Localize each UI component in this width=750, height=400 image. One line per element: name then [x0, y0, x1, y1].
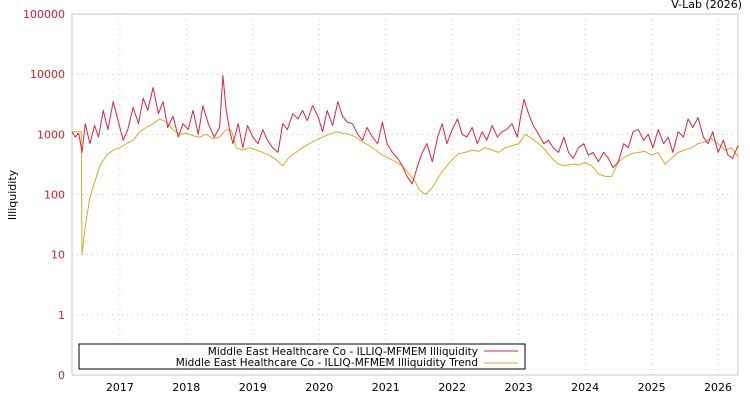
- illiquidity-series-line: [71, 75, 739, 185]
- x-tick-label: 2026: [704, 381, 732, 394]
- chart-credit: V-Lab (2026): [671, 0, 742, 11]
- x-tick-label: 2022: [438, 381, 466, 394]
- x-tick-label: 2025: [638, 381, 666, 394]
- y-tick-label: 0: [58, 369, 65, 382]
- y-tick-label: 100: [44, 189, 65, 202]
- legend-label-trend: Middle East Healthcare Co - ILLIQ-MFMEM …: [176, 357, 478, 369]
- y-tick-label: 1: [58, 309, 65, 322]
- y-tick-label: 1000: [37, 128, 65, 141]
- x-tick-label: 2018: [172, 381, 200, 394]
- y-tick-label: 10000: [30, 68, 65, 81]
- y-tick-label: 10: [51, 249, 65, 262]
- x-axis-ticks: 2017 2018 2019 2020 2021 2022 2023 2024 2025 2026: [106, 381, 732, 394]
- x-tick-label: 2024: [571, 381, 599, 394]
- legend: Middle East Healthcare Co - ILLIQ-MFMEM …: [78, 343, 526, 370]
- data-series: [71, 75, 739, 256]
- legend-box: [78, 343, 526, 370]
- y-tick-label: 100000: [23, 8, 65, 21]
- x-tick-label: 2023: [505, 381, 533, 394]
- x-tick-label: 2021: [372, 381, 400, 394]
- trend-series-line: [72, 118, 739, 256]
- plot-frame: [71, 13, 739, 376]
- legend-label-illiquidity: Middle East Healthcare Co - ILLIQ-MFMEM …: [208, 346, 478, 358]
- grid-lines: [72, 14, 738, 375]
- x-tick-label: 2017: [106, 381, 134, 394]
- y-axis-label: Illiquidity: [6, 169, 19, 220]
- x-tick-label: 2020: [305, 381, 333, 394]
- x-tick-label: 2019: [239, 381, 267, 394]
